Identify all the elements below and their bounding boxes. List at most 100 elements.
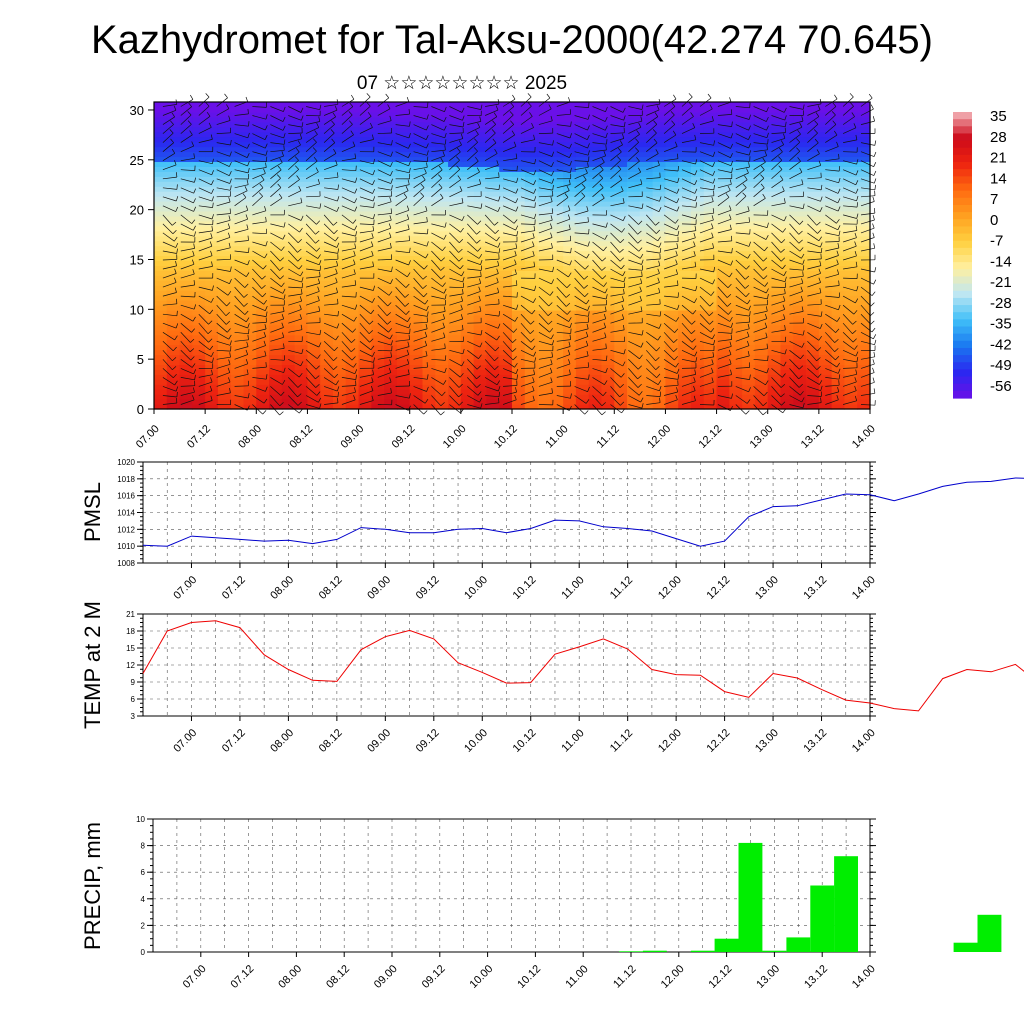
heatmap-cell [742,265,756,271]
wind-barb [324,187,338,190]
heatmap-cell [754,136,769,143]
heatmap-cell [627,300,641,306]
heatmap-cell [486,215,500,222]
wind-barb-flag [514,269,517,275]
heatmap-cell [320,389,334,395]
wind-barb [502,313,516,322]
wind-barb [305,127,319,134]
heatmap-cell [486,349,500,356]
heatmap-cell [154,106,168,113]
heatmap-cell [588,215,603,222]
wind-barb-flag [243,302,248,307]
wind-barb [431,149,446,153]
heatmap-cell [703,374,718,380]
wind-barb-flag [299,296,303,302]
heatmap-cell [345,181,360,187]
wind-barb [306,276,321,279]
heatmap-cell [256,116,270,123]
heatmap-cell [767,265,782,271]
wind-barb-flag [263,168,266,174]
heatmap-cell [320,270,334,276]
wind-barb [270,149,285,153]
heatmap-cell [818,136,833,143]
heatmap-cell [230,389,245,395]
wind-barb [556,190,570,198]
wind-barb-flag [478,286,481,292]
heatmap-cell [371,309,385,316]
wind-barb [467,205,482,209]
heatmap-cell [269,285,283,291]
wind-barb [198,237,213,243]
heatmap-cell [205,389,219,395]
heatmap-cell [550,191,564,197]
wind-barb-flag [474,138,478,143]
wind-barb-flag [440,257,445,262]
wind-barb-flag [527,102,532,107]
heatmap-cell [665,230,679,237]
heatmap-cell [614,275,628,281]
heatmap-cell [281,111,296,118]
wind-barb-flag [242,193,247,198]
heatmap-cell [256,106,270,113]
heatmap-cell [243,265,257,271]
heatmap-cell [818,334,833,341]
heatmap-cell [652,196,667,202]
heatmap-cell [192,339,206,346]
heatmap-cell [269,106,283,113]
wind-barb [234,190,248,198]
wind-barb-flag [317,254,321,259]
heatmap-cell [486,205,500,212]
wind-barb [413,210,428,216]
heatmap-cell [639,339,654,346]
heatmap-cell [422,374,436,380]
wind-barb [502,304,517,310]
heatmap-cell [345,300,360,306]
wind-barb-flag [476,239,481,244]
wind-barb-flag [264,135,268,140]
heatmap-cell [205,121,219,128]
wind-barb [180,341,191,353]
heatmap-cell [614,245,628,252]
heatmap-cell [179,186,193,192]
heatmap-cell [243,106,257,113]
heatmap-cell [627,111,641,118]
heatmap-cell [780,196,794,202]
heatmap-cell [294,186,309,192]
heatmap-cell [806,324,820,331]
wind-barb-flag [498,248,501,254]
wind-barb [162,292,177,297]
wind-barb-flag [390,352,392,358]
wind-barb-flag [516,177,519,183]
heatmap-cell [588,255,603,262]
heatmap-cell [217,374,232,380]
wind-barb-flag [388,328,392,333]
heatmap-cell [793,146,807,153]
heatmap-cell [601,166,615,172]
heatmap-cell [448,265,462,271]
wind-barb [162,132,174,143]
wind-barb-flag [297,140,301,146]
heatmap-cell [205,280,219,286]
heatmap-cell [729,102,743,108]
wind-barb [341,169,356,172]
wind-barb-flag [349,120,353,125]
heatmap-cell [537,245,551,252]
wind-barb [538,247,553,252]
heatmap-cell [396,314,411,321]
wind-barb-flag [569,153,572,158]
heatmap-cell [575,126,590,133]
heatmap-cell [729,364,743,370]
heatmap-cell [563,329,577,336]
heatmap-cell [512,399,526,405]
heatmap-cell [639,255,654,262]
heatmap-cell [499,196,513,202]
wind-barb [252,313,267,317]
heatmap-cell [230,156,245,163]
heatmap-cell [409,245,424,252]
heatmap-cell [499,404,513,410]
heatmap-cell [396,196,411,202]
heatmap-cell [575,399,590,405]
heatmap-cell [473,369,488,375]
heatmap-cell [269,146,283,153]
heatmap-cell [409,176,424,182]
